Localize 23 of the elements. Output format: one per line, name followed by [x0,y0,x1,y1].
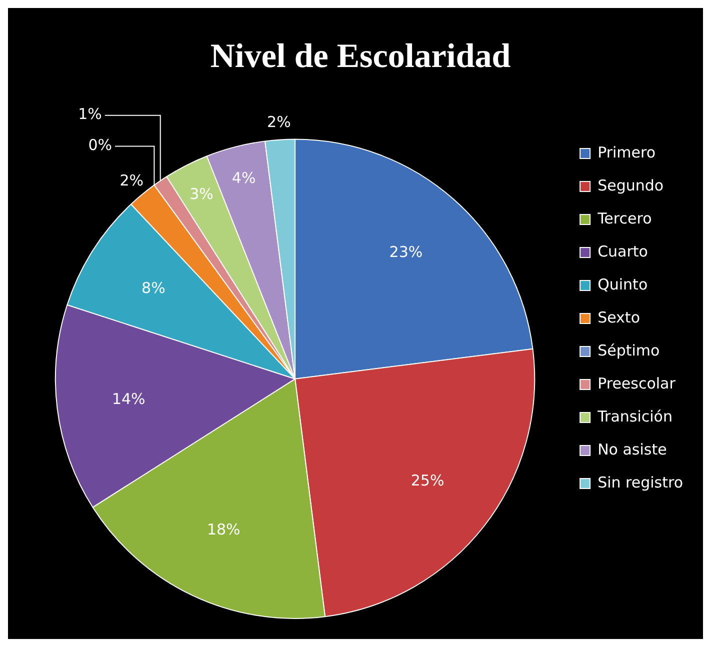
legend-label: Preescolar [598,374,676,392]
legend-label: No asiste [598,440,667,458]
data-label: 25% [410,472,444,490]
data-label: 4% [232,169,256,188]
data-label: 1% [78,105,102,124]
data-label: 2% [267,112,291,131]
legend-label: Sexto [598,308,640,326]
data-label: 23% [389,242,423,261]
data-label: 2% [120,171,144,190]
legend-label: Primero [598,143,656,162]
data-label: 8% [142,278,166,297]
legend-label: Cuarto [598,242,648,260]
data-label: 3% [190,185,214,204]
data-label: 18% [206,520,240,539]
data-label: 14% [112,390,146,408]
legend-label: Sin registro [598,473,684,492]
legend-label: Séptimo [598,341,660,360]
legend-label: Transición [596,407,672,426]
text: 0% [88,136,112,154]
legend-label: Segundo [598,176,664,194]
chart-title: Nivel de Escolaridad [210,38,511,76]
legend-label: Quinto [598,275,648,294]
legend-label: Tercero [596,209,652,228]
